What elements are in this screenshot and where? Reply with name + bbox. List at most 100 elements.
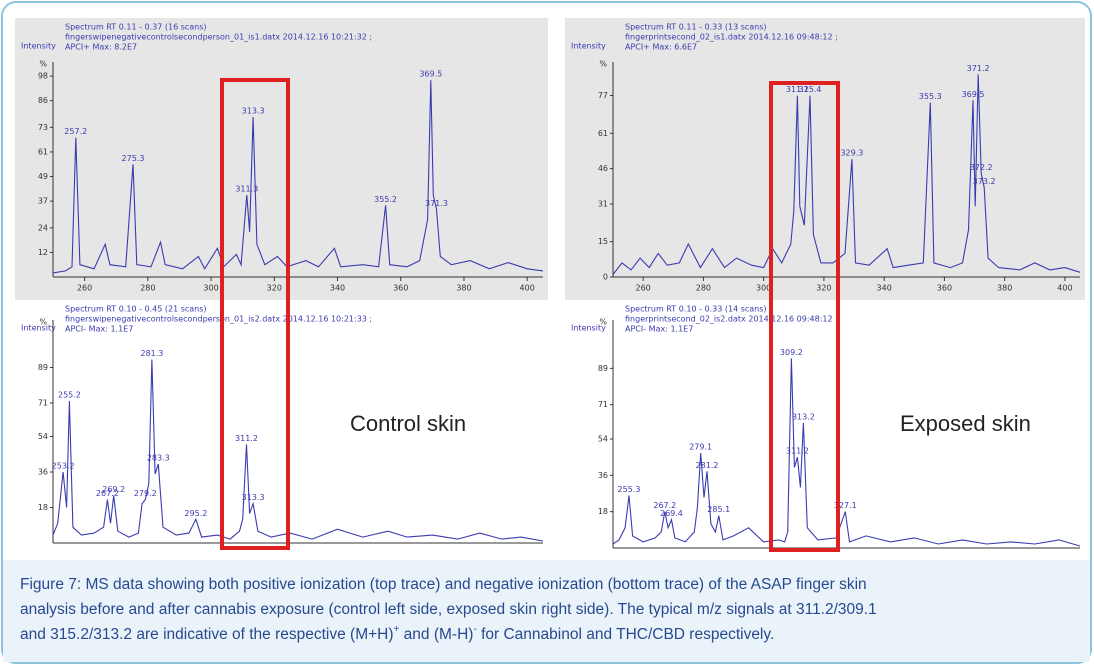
peak-label: 371.3 [425,199,448,208]
caption-line: Figure 7: MS data showing both positive … [20,576,867,593]
file-name: fingerswipenegativecontrolsecondperson_0… [65,315,372,324]
y-tick-label: 61 [598,129,608,138]
peak-label: 269.4 [660,509,683,518]
x-tick-label: 280 [140,284,155,293]
y-tick-label: 61 [38,147,48,156]
max-intensity: APCI+ Max: 8.2E7 [65,43,137,52]
peak-label: 281.2 [696,461,719,470]
x-tick-label: 380 [456,284,471,293]
peak-label: 275.3 [122,154,145,163]
peak-label: 311.3 [235,185,258,194]
peak-label: 315.4 [799,85,822,94]
panel-bg [15,300,548,556]
peak-label: 313.2 [792,412,815,421]
x-tick-label: 320 [267,284,282,293]
y-tick-label: 98 [38,72,48,81]
y-axis-title: Intensity [571,42,606,51]
y-tick-label: 71 [598,400,608,409]
peak-label: 279.1 [689,443,712,452]
peak-label: 255.3 [618,485,641,494]
peak-label: 311.2 [786,447,809,456]
peak-label: 309.2 [780,348,803,357]
y-tick-label: 49 [38,172,48,181]
peak-label: 329.3 [840,149,863,158]
spectrum-title: Spectrum RT 0.10 - 0.45 (21 scans) [65,305,207,314]
annotation: Exposed skin [900,411,1031,436]
file-name: fingerprintsecond_02_is2.datx 2014.12.16… [625,315,838,324]
peak-label: 313.3 [242,493,265,502]
x-tick-label: 320 [816,284,831,293]
y-tick-label: 37 [38,197,48,206]
peak-label: 369.5 [962,90,985,99]
y-tick-label: 77 [598,91,608,100]
x-tick-label: 260 [635,284,650,293]
y-unit: % [39,318,47,327]
caption-part: and 315.2/313.2 are indicative of the re… [20,626,394,643]
peak-label: 257.2 [64,127,87,136]
panel-bg [15,18,548,300]
peak-label: 285.1 [707,505,730,514]
peak-label: 279.2 [134,489,157,498]
max-intensity: APCI- Max: 1.1E7 [625,325,693,334]
y-tick-label: 36 [38,468,48,477]
y-tick-label: 73 [38,123,48,132]
y-tick-label: 46 [598,164,608,173]
peak-label: 372.2 [970,163,993,172]
peak-label: 283.3 [147,454,170,463]
y-axis-title: Intensity [21,42,56,51]
x-tick-label: 360 [937,284,952,293]
x-tick-label: 400 [520,284,535,293]
figure: {"chart_data": [ {"type": "line", "ylabe… [0,0,1094,666]
y-unit: % [39,60,47,69]
figure-canvas: Intensity Spectrum RT 0.11 - 0.37 (16 sca… [0,0,1094,666]
x-tick-label: 400 [1057,284,1072,293]
y-tick-label: 0 [603,273,608,282]
x-tick-label: 340 [877,284,892,293]
x-tick-label: 380 [997,284,1012,293]
peak-label: 355.2 [374,195,397,204]
y-unit: % [599,318,607,327]
y-tick-label: 71 [38,398,48,407]
x-tick-label: 260 [77,284,92,293]
max-intensity: APCI- Max: 1.1E7 [65,325,133,334]
peak-label: 371.2 [967,64,990,73]
y-tick-label: 31 [598,199,608,208]
x-tick-label: 340 [330,284,345,293]
peak-label: 255.2 [58,391,81,400]
peak-label: 269.2 [102,485,125,494]
file-name: fingerswipenegativecontrolsecondperson_0… [65,33,372,42]
y-unit: % [599,60,607,69]
y-tick-label: 89 [38,363,48,372]
y-tick-label: 18 [598,507,608,516]
x-tick-label: 360 [393,284,408,293]
peak-label: 253.2 [52,462,75,471]
peak-label: 295.2 [184,509,207,518]
peak-label: 355.3 [919,92,942,101]
peak-label: 311.2 [235,434,258,443]
x-tick-label: 300 [203,284,218,293]
y-tick-label: 15 [598,237,608,246]
spectrum-title: Spectrum RT 0.10 - 0.33 (14 scans) [625,305,767,314]
max-intensity: APCI+ Max: 6.6E7 [625,43,697,52]
x-tick-label: 280 [696,284,711,293]
caption-line: analysis before and after cannabis expos… [20,601,877,618]
peak-label: 369.5 [419,70,442,79]
y-tick-label: 12 [38,248,48,257]
y-tick-label: 24 [38,223,48,232]
y-tick-label: 18 [38,503,48,512]
y-tick-label: 89 [598,364,608,373]
caption-part: for Cannabinol and THC/CBD respectively. [477,626,775,643]
spectrum-title: Spectrum RT 0.11 - 0.37 (16 scans) [65,23,207,32]
y-tick-label: 54 [598,435,608,444]
caption-part: and (M-H) [399,626,473,643]
panel-bg [565,18,1085,300]
y-tick-label: 36 [598,471,608,480]
annotation: Control skin [350,411,466,436]
spectrum-title: Spectrum RT 0.11 - 0.33 (13 scans) [625,23,767,32]
file-name: fingerprintsecond_02_is1.datx 2014.12.16… [625,33,838,42]
peak-label: 373.2 [973,177,996,186]
x-tick-label: 300 [756,284,771,293]
y-tick-label: 86 [38,96,48,105]
y-tick-label: 54 [38,432,48,441]
peak-label: 281.3 [140,349,163,358]
